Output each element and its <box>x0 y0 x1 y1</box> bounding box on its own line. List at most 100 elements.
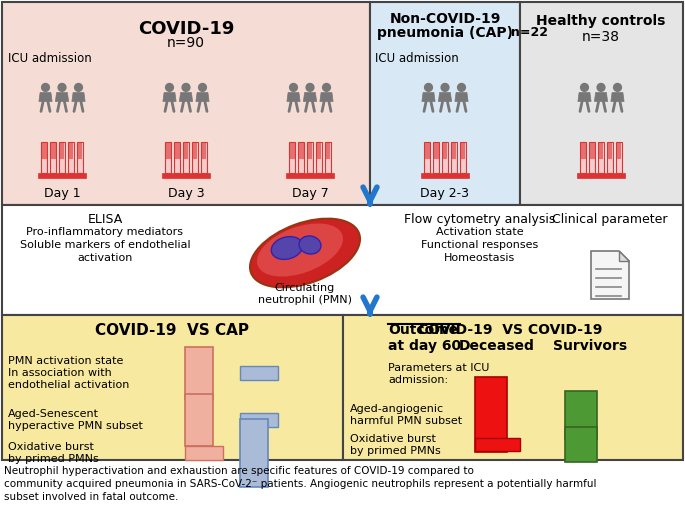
Bar <box>184 143 188 159</box>
Text: ICU admission: ICU admission <box>375 52 459 65</box>
Bar <box>42 143 47 159</box>
Bar <box>433 142 439 173</box>
Circle shape <box>441 83 449 91</box>
Bar <box>370 2 520 205</box>
Polygon shape <box>438 93 451 102</box>
Text: Day 2-3: Day 2-3 <box>421 187 469 200</box>
Bar <box>201 143 206 159</box>
Text: Day 1: Day 1 <box>44 187 80 200</box>
Bar <box>185 347 213 399</box>
Bar <box>580 142 586 173</box>
Bar <box>50 142 56 173</box>
Circle shape <box>75 83 82 91</box>
Bar <box>316 142 322 173</box>
Text: COVID-19  VS COVID-19: COVID-19 VS COVID-19 <box>418 323 602 337</box>
Bar <box>59 142 65 173</box>
Circle shape <box>597 83 605 91</box>
Bar <box>68 142 74 173</box>
Bar <box>443 143 447 159</box>
Text: Outcome: Outcome <box>388 323 458 337</box>
Text: Parameters at ICU
admission:: Parameters at ICU admission: <box>388 363 489 385</box>
Bar <box>460 143 465 159</box>
Circle shape <box>199 83 206 91</box>
Polygon shape <box>595 93 608 102</box>
Bar <box>308 143 312 159</box>
Bar <box>520 2 683 205</box>
Bar <box>201 142 207 173</box>
Bar <box>475 438 520 451</box>
Bar <box>425 143 430 159</box>
Bar <box>299 143 303 159</box>
Bar <box>425 142 430 173</box>
Text: Aged-angiogenic
harmful PMN subset: Aged-angiogenic harmful PMN subset <box>350 404 462 426</box>
Bar <box>607 142 613 173</box>
Bar <box>434 143 438 159</box>
Bar <box>616 142 621 173</box>
Polygon shape <box>611 93 624 102</box>
Bar <box>2 315 343 460</box>
Bar <box>77 143 82 159</box>
Bar <box>599 143 603 159</box>
Circle shape <box>58 83 66 91</box>
Bar <box>68 143 73 159</box>
Bar <box>290 143 295 159</box>
Bar <box>616 143 621 159</box>
Polygon shape <box>303 93 316 102</box>
Bar <box>451 143 456 159</box>
Bar <box>316 143 321 159</box>
Ellipse shape <box>257 223 343 277</box>
Text: ELISA: ELISA <box>88 213 123 226</box>
Bar <box>325 142 331 173</box>
Text: pneumonia (CAP): pneumonia (CAP) <box>377 26 513 40</box>
Circle shape <box>182 83 190 91</box>
Text: Circulating
neutrophil (PMN): Circulating neutrophil (PMN) <box>258 284 352 305</box>
Bar <box>581 143 586 159</box>
Text: Pro-inflammatory mediators
Soluble markers of endothelial
activation: Pro-inflammatory mediators Soluble marke… <box>20 227 190 264</box>
Polygon shape <box>72 93 85 102</box>
Text: Day 3: Day 3 <box>168 187 204 200</box>
Polygon shape <box>55 93 68 102</box>
Polygon shape <box>455 93 468 102</box>
Bar <box>286 173 334 178</box>
Bar <box>298 142 304 173</box>
Text: Aged-Senescent
hyperactive PMN subset: Aged-Senescent hyperactive PMN subset <box>8 409 143 431</box>
Bar <box>451 142 457 173</box>
Bar <box>598 142 604 173</box>
Bar <box>442 142 448 173</box>
Polygon shape <box>320 93 333 102</box>
Text: n=90: n=90 <box>167 36 205 50</box>
Bar <box>307 142 313 173</box>
Polygon shape <box>619 251 629 261</box>
Bar <box>240 419 268 487</box>
Text: Survivors: Survivors <box>553 339 627 353</box>
Polygon shape <box>591 251 629 299</box>
Bar <box>608 143 612 159</box>
Bar <box>185 394 213 446</box>
Text: Neutrophil hyperactivation and exhaustion are specific features of COVID-19 comp: Neutrophil hyperactivation and exhaustio… <box>4 466 597 502</box>
Circle shape <box>581 83 588 91</box>
Text: COVID-19  VS CAP: COVID-19 VS CAP <box>95 323 249 338</box>
Bar <box>60 143 64 159</box>
Bar <box>166 143 171 159</box>
Polygon shape <box>39 93 52 102</box>
Bar <box>77 142 83 173</box>
Bar <box>325 143 330 159</box>
Bar <box>343 315 683 460</box>
Bar <box>174 142 180 173</box>
Polygon shape <box>422 93 435 102</box>
Ellipse shape <box>271 237 303 259</box>
Bar <box>192 143 197 159</box>
Bar <box>565 391 597 439</box>
Polygon shape <box>179 93 192 102</box>
Bar <box>589 142 595 173</box>
Text: COVID-19: COVID-19 <box>138 20 234 38</box>
Bar <box>577 173 625 178</box>
Polygon shape <box>163 93 176 102</box>
Bar <box>565 427 597 462</box>
Text: Day 7: Day 7 <box>292 187 328 200</box>
Circle shape <box>306 83 314 91</box>
Text: Deceased: Deceased <box>459 339 535 353</box>
Bar <box>175 143 179 159</box>
Bar <box>165 142 171 173</box>
Ellipse shape <box>250 219 360 287</box>
